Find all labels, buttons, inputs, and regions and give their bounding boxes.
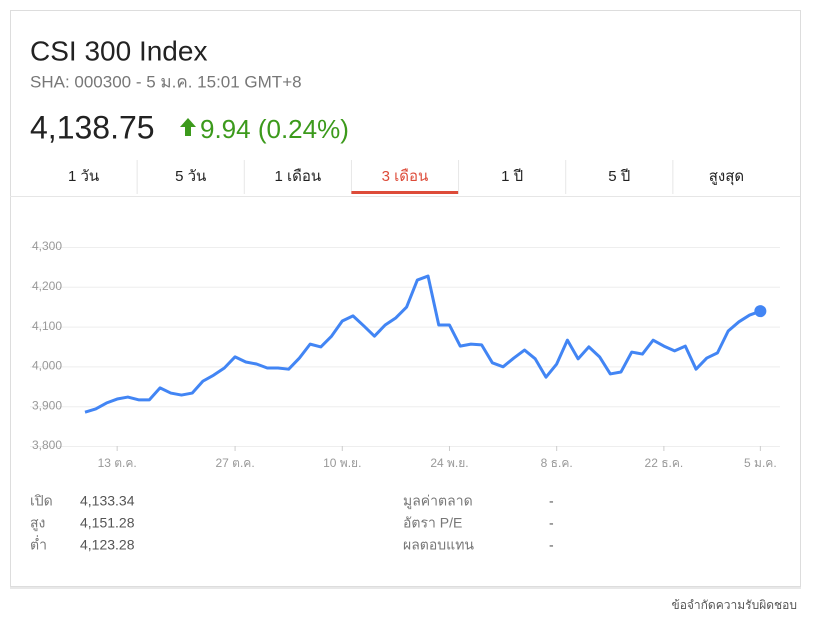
- stat-value: 4,151.28: [80, 515, 135, 531]
- tab[interactable]: 3 เดือน: [382, 168, 429, 185]
- chart: 3,800 3,900 4,000 4,100 4,200 4,300 13 ต.ค. 27 …: [30, 239, 780, 470]
- last-point: [754, 305, 767, 318]
- subtitle: SHA: 000300 - 5 ม.ค. 15:01 GMT+8: [30, 72, 302, 91]
- stat-label: ต่ำ: [30, 536, 47, 553]
- y-tick-label: 3,800: [32, 438, 62, 452]
- x-tick-label: 5 ม.ค.: [744, 456, 777, 470]
- y-tick-label: 4,000: [32, 359, 62, 373]
- stat-label: อัตรา P/E: [403, 515, 462, 531]
- y-tick-label: 4,300: [32, 239, 62, 253]
- x-tick-label: 24 พ.ย.: [430, 456, 468, 470]
- x-tick-label: 10 พ.ย.: [323, 456, 361, 470]
- stat-value: -: [549, 493, 554, 509]
- title: CSI 300 Index: [30, 35, 207, 66]
- y-tick-label: 4,200: [32, 279, 62, 293]
- stat-label: ผลตอบแทน: [403, 537, 474, 553]
- stat-label: สูง: [30, 515, 45, 532]
- tab[interactable]: 1 วัน: [68, 168, 99, 185]
- stat-value: 4,123.28: [80, 537, 135, 553]
- card: [10, 10, 801, 587]
- stat-value: 4,133.34: [80, 493, 135, 509]
- up-arrow: [180, 118, 196, 136]
- y-tick-label: 4,100: [32, 319, 62, 333]
- tab[interactable]: 5 ปี: [608, 168, 630, 185]
- stat-value: -: [549, 537, 554, 553]
- x-tick-label: 27 ต.ค.: [215, 456, 254, 470]
- tab[interactable]: 1 เดือน: [275, 168, 322, 185]
- stat-value: -: [549, 515, 554, 531]
- x-tick-label: 8 ธ.ค.: [541, 456, 573, 470]
- tab[interactable]: 5 วัน: [175, 168, 206, 185]
- y-tick-label: 3,900: [32, 398, 62, 412]
- tab[interactable]: 1 ปี: [501, 168, 523, 185]
- stat-label: เปิด: [30, 493, 53, 509]
- change: 9.94 (0.24%): [200, 114, 349, 144]
- tab-underline: [351, 191, 459, 194]
- price-line: [84, 274, 761, 414]
- x-tick-label: 13 ต.ค.: [98, 456, 137, 470]
- card-shadow: [10, 587, 801, 589]
- x-tick-label: 22 ธ.ค.: [645, 456, 684, 470]
- price: 4,138.75: [30, 109, 155, 145]
- stat-label: มูลค่าตลาด: [403, 493, 473, 510]
- stats: เปิด 4,133.34 สูง 4,151.28 ต่ำ 4,123.28 มูลค่า…: [30, 493, 554, 553]
- tab[interactable]: สูงสุด: [709, 168, 744, 186]
- tabs: 1 วัน 5 วัน 1 เดือน 3 เดือน 1 ปี 5 ปี สูงสุด: [68, 160, 744, 194]
- disclaimer-link[interactable]: ข้อจำกัดความรับผิดชอบ: [671, 598, 797, 612]
